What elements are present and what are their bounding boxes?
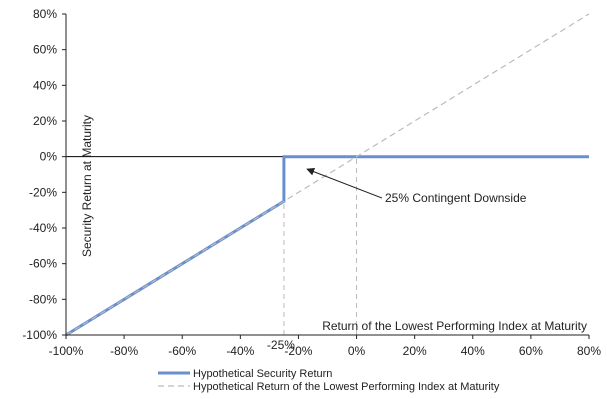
x-tick-label-8: 60% bbox=[519, 344, 543, 358]
y-tick-label-1: -80% bbox=[29, 292, 57, 306]
annotation-minus-25-label: -25% bbox=[267, 338, 295, 352]
series-line-0 bbox=[65, 155, 589, 337]
x-tick-label-5: 0% bbox=[348, 344, 366, 358]
x-axis-label: Return of the Lowest Performing Index at… bbox=[322, 319, 587, 333]
x-tick-label-1: -80% bbox=[110, 344, 138, 358]
y-tick-label-6: 20% bbox=[33, 114, 57, 128]
x-tick-label-0: -100% bbox=[49, 344, 84, 358]
y-tick-label-7: 40% bbox=[33, 78, 57, 92]
series-line-1 bbox=[65, 13, 590, 336]
legend-label-0: Hypothetical Security Return bbox=[193, 368, 332, 380]
annotation-contingent-downside: 25% Contingent Downside bbox=[385, 191, 527, 205]
y-axis-label: Security Return at Maturity bbox=[80, 115, 94, 257]
x-tick-label-7: 40% bbox=[461, 344, 485, 358]
annotation-arrow bbox=[306, 167, 383, 199]
y-tick-label-5: 0% bbox=[40, 150, 58, 164]
y-tick-label-2: -60% bbox=[29, 257, 57, 271]
x-tick-label-6: 20% bbox=[403, 344, 427, 358]
y-tick-label-4: -20% bbox=[29, 185, 57, 199]
y-tick-label-9: 80% bbox=[33, 7, 57, 21]
x-tick-label-4: -20% bbox=[284, 344, 312, 358]
y-tick-label-0: -100% bbox=[22, 328, 57, 342]
x-tick-label-3: -40% bbox=[226, 344, 254, 358]
x-tick-label-9: 80% bbox=[577, 344, 601, 358]
legend-label-1: Hypothetical Return of the Lowest Perfor… bbox=[193, 381, 500, 393]
x-tick-label-2: -60% bbox=[168, 344, 196, 358]
y-tick-label-3: -40% bbox=[29, 221, 57, 235]
y-tick-label-8: 60% bbox=[33, 43, 57, 57]
